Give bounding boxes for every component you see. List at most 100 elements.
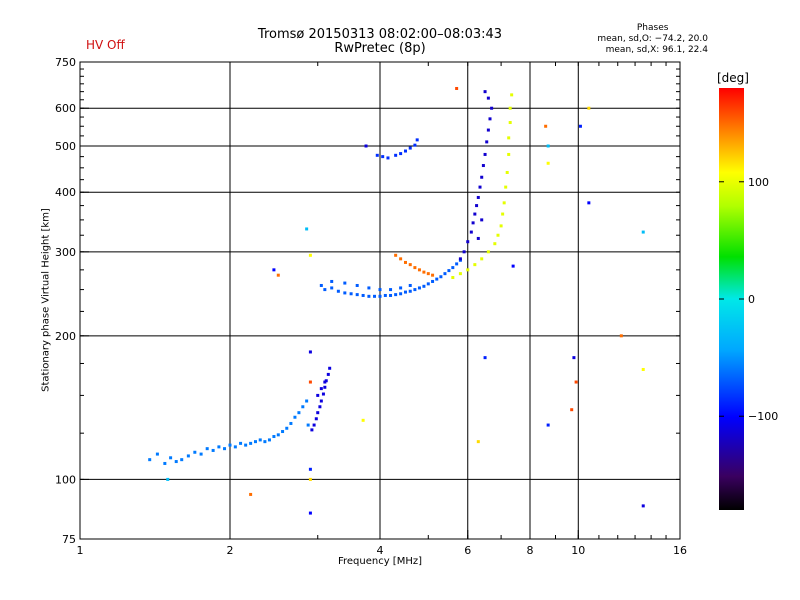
stats-line-o: mean, sd,O: −74.2, 20.0 — [597, 34, 708, 44]
axis-ticks: 1 2 4 6 8 10 16 75 100 200 300 400 500 600 750 — [55, 56, 687, 557]
x-tick-label: 1 — [77, 544, 84, 557]
data-point — [272, 435, 276, 439]
data-point — [546, 144, 550, 148]
data-point — [462, 250, 466, 254]
x-axis-label: Frequency [MHz] — [337, 556, 423, 567]
data-point — [330, 279, 334, 283]
data-point — [249, 441, 253, 445]
data-point — [507, 136, 511, 140]
data-point — [504, 185, 508, 189]
data-point — [308, 477, 312, 481]
y-tick-label: 75 — [62, 533, 76, 546]
data-point — [267, 438, 271, 442]
data-point — [249, 492, 253, 496]
colorbar-tick-label: 0 — [748, 293, 755, 306]
data-point — [505, 170, 509, 174]
data-point — [483, 356, 487, 360]
data-point — [417, 286, 421, 290]
data-point — [480, 175, 484, 179]
data-point — [458, 257, 462, 261]
data-point — [285, 426, 289, 430]
data-point — [169, 456, 173, 460]
data-point — [323, 380, 327, 384]
stats-line-x: mean, sd,X: 96.1, 22.4 — [605, 45, 708, 55]
x-tick-label: 16 — [673, 544, 687, 557]
data-point — [328, 366, 332, 370]
data-point — [417, 268, 421, 272]
data-point — [408, 263, 412, 267]
data-point — [570, 408, 574, 412]
data-point — [349, 292, 353, 296]
colorbar-tick-label: 100 — [748, 176, 769, 189]
data-point — [486, 250, 490, 254]
data-point — [493, 242, 497, 246]
data-point — [426, 282, 430, 286]
chart-title: Tromsø 20150313 08:02:00–08:03:43 — [257, 27, 503, 42]
y-axis-label: Stationary phase Virtual Height [km] — [40, 208, 52, 392]
data-point — [373, 294, 377, 298]
data-point — [486, 96, 490, 100]
data-point — [319, 399, 323, 403]
data-point — [508, 106, 512, 110]
data-point — [312, 423, 316, 427]
data-point — [499, 224, 503, 228]
data-point — [394, 153, 398, 157]
y-tick-label: 400 — [55, 186, 76, 199]
data-point — [239, 441, 243, 445]
data-point — [466, 240, 470, 244]
data-point — [546, 423, 550, 427]
data-point — [413, 143, 417, 147]
data-point — [422, 270, 426, 274]
data-point — [451, 266, 455, 270]
data-point — [381, 155, 385, 159]
data-point — [507, 152, 511, 156]
data-point — [455, 262, 459, 266]
data-point — [469, 230, 473, 234]
data-point — [163, 461, 167, 465]
data-point — [544, 124, 548, 128]
data-point — [413, 266, 417, 270]
data-point — [180, 458, 184, 462]
data-point — [394, 253, 398, 257]
data-point — [367, 294, 371, 298]
y-tick-label: 500 — [55, 140, 76, 153]
data-point — [276, 273, 280, 277]
data-point — [413, 288, 417, 292]
data-point — [435, 277, 439, 281]
data-point — [422, 284, 426, 288]
data-point — [619, 334, 623, 338]
data-point — [367, 286, 371, 290]
data-point — [166, 477, 170, 481]
data-point — [587, 201, 591, 205]
data-point — [439, 275, 443, 279]
data-point — [308, 253, 312, 257]
data-point — [343, 291, 347, 295]
data-point — [408, 283, 412, 287]
data-point — [641, 367, 645, 371]
data-point — [336, 289, 340, 293]
data-point — [394, 293, 398, 297]
data-point — [263, 440, 267, 444]
data-point — [306, 423, 310, 427]
x-tick-label: 2 — [227, 544, 234, 557]
x-tick-label: 10 — [571, 544, 585, 557]
data-point — [355, 283, 359, 287]
data-point — [316, 393, 320, 397]
data-point — [386, 156, 390, 160]
data-point — [443, 272, 447, 276]
data-point — [511, 264, 515, 268]
data-point — [308, 511, 312, 515]
data-point — [199, 452, 203, 456]
data-point — [217, 445, 221, 449]
data-point — [305, 227, 309, 231]
data-point — [578, 124, 582, 128]
data-point — [148, 458, 152, 462]
data-point — [281, 430, 285, 434]
x-tick-label: 4 — [377, 544, 384, 557]
data-point — [308, 350, 312, 354]
phase-stats: Phases mean, sd,O: −74.2, 20.0 mean, sd,… — [597, 23, 708, 56]
chart-subtitle: RwPretec (8p) — [334, 41, 426, 56]
data-point — [293, 415, 297, 419]
data-point — [473, 212, 477, 216]
data-point — [471, 221, 475, 225]
